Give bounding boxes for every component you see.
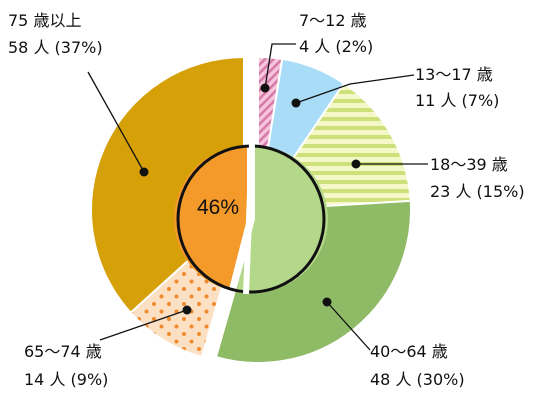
label-7-12-count: 4 人 (2%)	[299, 37, 373, 56]
label-65-74-age: 65〜74 歳	[24, 342, 102, 361]
inner-divider	[243, 143, 255, 295]
label-18-39-age: 18〜39 歳	[430, 155, 508, 174]
leader-dot-s40_64	[322, 297, 332, 307]
leader-dot-s13_17	[291, 98, 301, 108]
label-18-39-count: 23 人 (15%)	[430, 182, 525, 201]
leader-s75	[87, 71, 145, 173]
label-40-64-age: 40〜64 歳	[370, 342, 448, 361]
leader-lines	[87, 43, 428, 351]
label-40-64-count: 48 人 (30%)	[370, 370, 465, 389]
inner-right-wedge	[236, 146, 328, 293]
slice-s75	[90, 55, 245, 315]
leader-s65_74	[99, 309, 188, 341]
leader-dot-s18_39	[351, 159, 361, 169]
label-13-17: 13〜17 歳 11 人 (7%)	[415, 65, 499, 110]
label-7-12-age: 7〜12 歳	[299, 11, 367, 30]
leader-s13_17	[295, 74, 415, 104]
label-65-74: 65〜74 歳 14 人 (9%)	[24, 342, 108, 389]
label-18-39: 18〜39 歳 23 人 (15%)	[430, 155, 525, 201]
leader-s7_12	[264, 43, 296, 89]
label-75-plus-age: 75 歳以上	[8, 11, 81, 30]
inner-left-wedge	[173, 146, 247, 290]
label-65-74-count: 14 人 (9%)	[24, 370, 108, 389]
leader-dot-s75	[139, 167, 149, 177]
inner-circle	[173, 143, 328, 295]
label-75-plus: 75 歳以上 58 人 (37%)	[8, 11, 103, 57]
label-40-64: 40〜64 歳 48 人 (30%)	[370, 342, 465, 389]
leader-dot-s7_12	[260, 83, 270, 93]
leader-s40_64	[326, 301, 371, 351]
label-13-17-age: 13〜17 歳	[415, 65, 493, 84]
leader-dot-s65_74	[182, 305, 192, 315]
inner-percent-label: 46%	[197, 196, 239, 219]
label-13-17-count: 11 人 (7%)	[415, 91, 499, 110]
label-75-plus-count: 58 人 (37%)	[8, 38, 103, 57]
label-7-12: 7〜12 歳 4 人 (2%)	[299, 11, 373, 56]
